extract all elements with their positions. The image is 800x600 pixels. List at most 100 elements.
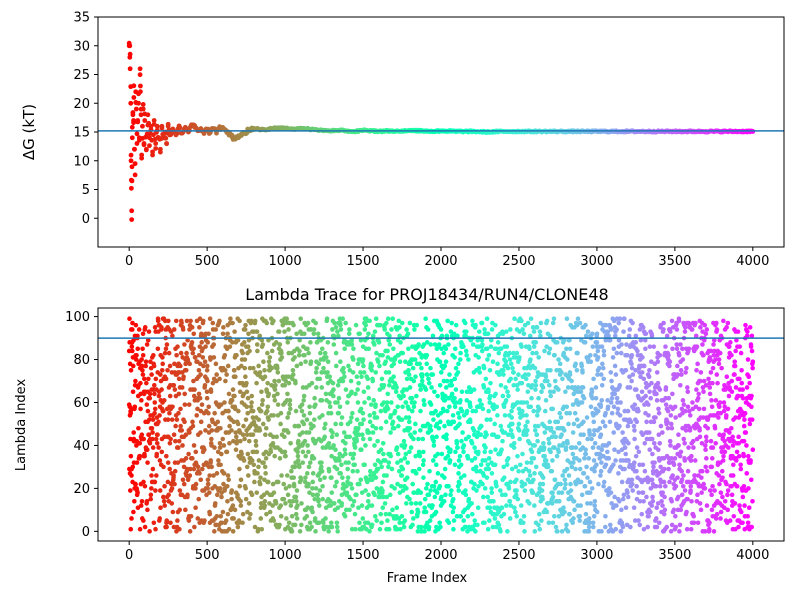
- lambda-trace-point: [293, 511, 299, 517]
- lambda-trace-points: [126, 316, 756, 534]
- lambda-trace-point: [573, 445, 579, 450]
- lambda-trace-point: [380, 488, 385, 493]
- lambda-trace-point: [456, 488, 462, 493]
- lambda-trace-point: [398, 526, 403, 532]
- lambda-trace-point: [166, 350, 172, 356]
- lambda-trace-point: [636, 449, 642, 455]
- lambda-trace-point: [521, 400, 526, 405]
- lambda-trace-point: [321, 365, 326, 371]
- lambda-trace-point: [561, 350, 567, 356]
- lambda-trace-point: [611, 462, 616, 468]
- lambda-trace-point: [176, 438, 182, 444]
- lambda-trace-point: [333, 421, 338, 427]
- lambda-trace-point: [379, 376, 385, 382]
- lambda-trace-point: [542, 408, 548, 414]
- lambda-trace-point: [479, 337, 485, 343]
- lambda-trace-point: [296, 423, 302, 429]
- lambda-trace-point: [524, 460, 530, 465]
- lambda-trace-point: [297, 348, 302, 354]
- lambda-trace-point: [267, 509, 273, 515]
- lambda-trace-point: [358, 406, 364, 412]
- lambda-trace-point: [394, 505, 400, 511]
- lambda-trace-point: [198, 430, 203, 435]
- lambda-trace-point: [302, 352, 307, 358]
- lambda-trace-point: [570, 402, 576, 407]
- lambda-trace-point: [395, 481, 400, 487]
- lambda-trace-point: [570, 520, 575, 526]
- lambda-trace-point: [435, 393, 440, 399]
- lambda-trace-point: [316, 503, 322, 508]
- delta-g-x-ticks: 0 500 1000 1500 2000 2500 3000 3500 4000: [125, 247, 769, 269]
- lambda-trace-point: [149, 372, 154, 377]
- lambda-trace-point: [316, 520, 322, 526]
- lambda-trace-point: [494, 483, 499, 489]
- lambda-trace-point: [418, 387, 423, 392]
- lambda-trace-point: [506, 486, 512, 491]
- lambda-trace-point: [587, 490, 593, 495]
- lambda-trace-point: [305, 505, 311, 511]
- lambda-trace-point: [413, 374, 418, 380]
- lambda-trace-point: [727, 518, 733, 523]
- lambda-trace-point: [600, 365, 606, 371]
- lambda-trace-point: [465, 456, 471, 461]
- lambda-trace-point: [605, 449, 610, 455]
- lambda-trace-point: [153, 488, 158, 493]
- lambda-trace-point: [421, 475, 426, 480]
- lambda-trace-point: [193, 486, 198, 491]
- lambda-trace-point: [202, 518, 207, 523]
- lambda-trace-point: [315, 331, 321, 337]
- lambda-trace-point: [590, 331, 595, 337]
- lambda-trace-point: [567, 346, 573, 352]
- y-tick-label: 100: [65, 310, 90, 325]
- lambda-trace-point: [577, 518, 583, 523]
- lambda-trace-point: [583, 333, 589, 339]
- lambda-trace-point: [546, 436, 551, 442]
- lambda-trace-point: [655, 380, 661, 386]
- lambda-trace-point: [165, 367, 170, 373]
- lambda-trace-point: [535, 423, 541, 429]
- lambda-trace-point: [315, 492, 321, 498]
- lambda-trace-point: [479, 402, 484, 407]
- lambda-trace-point: [501, 464, 507, 470]
- lambda-trace-point: [529, 449, 535, 455]
- lambda-trace-point: [610, 355, 616, 360]
- lambda-trace-point: [517, 355, 522, 360]
- lambda-trace-point: [665, 425, 671, 431]
- lambda-trace-point: [352, 511, 358, 517]
- lambda-trace-point: [245, 344, 251, 349]
- lambda-trace-point: [445, 318, 450, 324]
- lambda-trace-point: [550, 406, 556, 412]
- lambda-trace-point: [197, 316, 203, 322]
- lambda-trace-point: [540, 475, 546, 480]
- lambda-trace-point: [512, 316, 517, 322]
- lambda-trace-point: [473, 408, 479, 414]
- lambda-trace-point: [132, 498, 137, 504]
- lambda-trace-point: [595, 372, 600, 377]
- lambda-trace-point: [704, 503, 710, 508]
- lambda-trace-point: [678, 507, 684, 513]
- lambda-trace-point: [389, 327, 394, 332]
- lambda-trace-point: [591, 514, 597, 519]
- lambda-trace-point: [304, 471, 310, 476]
- lambda-trace-point: [525, 389, 531, 395]
- lambda-trace-point: [500, 393, 506, 399]
- lambda-trace-point: [467, 419, 473, 425]
- lambda-trace-point: [256, 526, 261, 532]
- lambda-trace-point: [558, 415, 564, 420]
- lambda-trace-point: [560, 376, 565, 382]
- lambda-trace-point: [154, 473, 159, 478]
- lambda-trace-point: [503, 398, 509, 403]
- lambda-trace-point: [295, 453, 301, 459]
- lambda-trace-point: [643, 393, 648, 399]
- lambda-trace-point: [741, 483, 747, 489]
- lambda-trace-point: [532, 443, 537, 448]
- lambda-trace-point: [327, 404, 333, 410]
- lambda-trace-point: [235, 524, 241, 530]
- lambda-trace-point: [499, 505, 505, 511]
- lambda-trace-point: [733, 458, 739, 463]
- lambda-trace-point: [227, 423, 232, 429]
- lambda-trace-point: [456, 471, 461, 476]
- lambda-trace-point: [603, 322, 609, 328]
- lambda-trace-point: [377, 322, 383, 328]
- lambda-trace-point: [225, 473, 231, 478]
